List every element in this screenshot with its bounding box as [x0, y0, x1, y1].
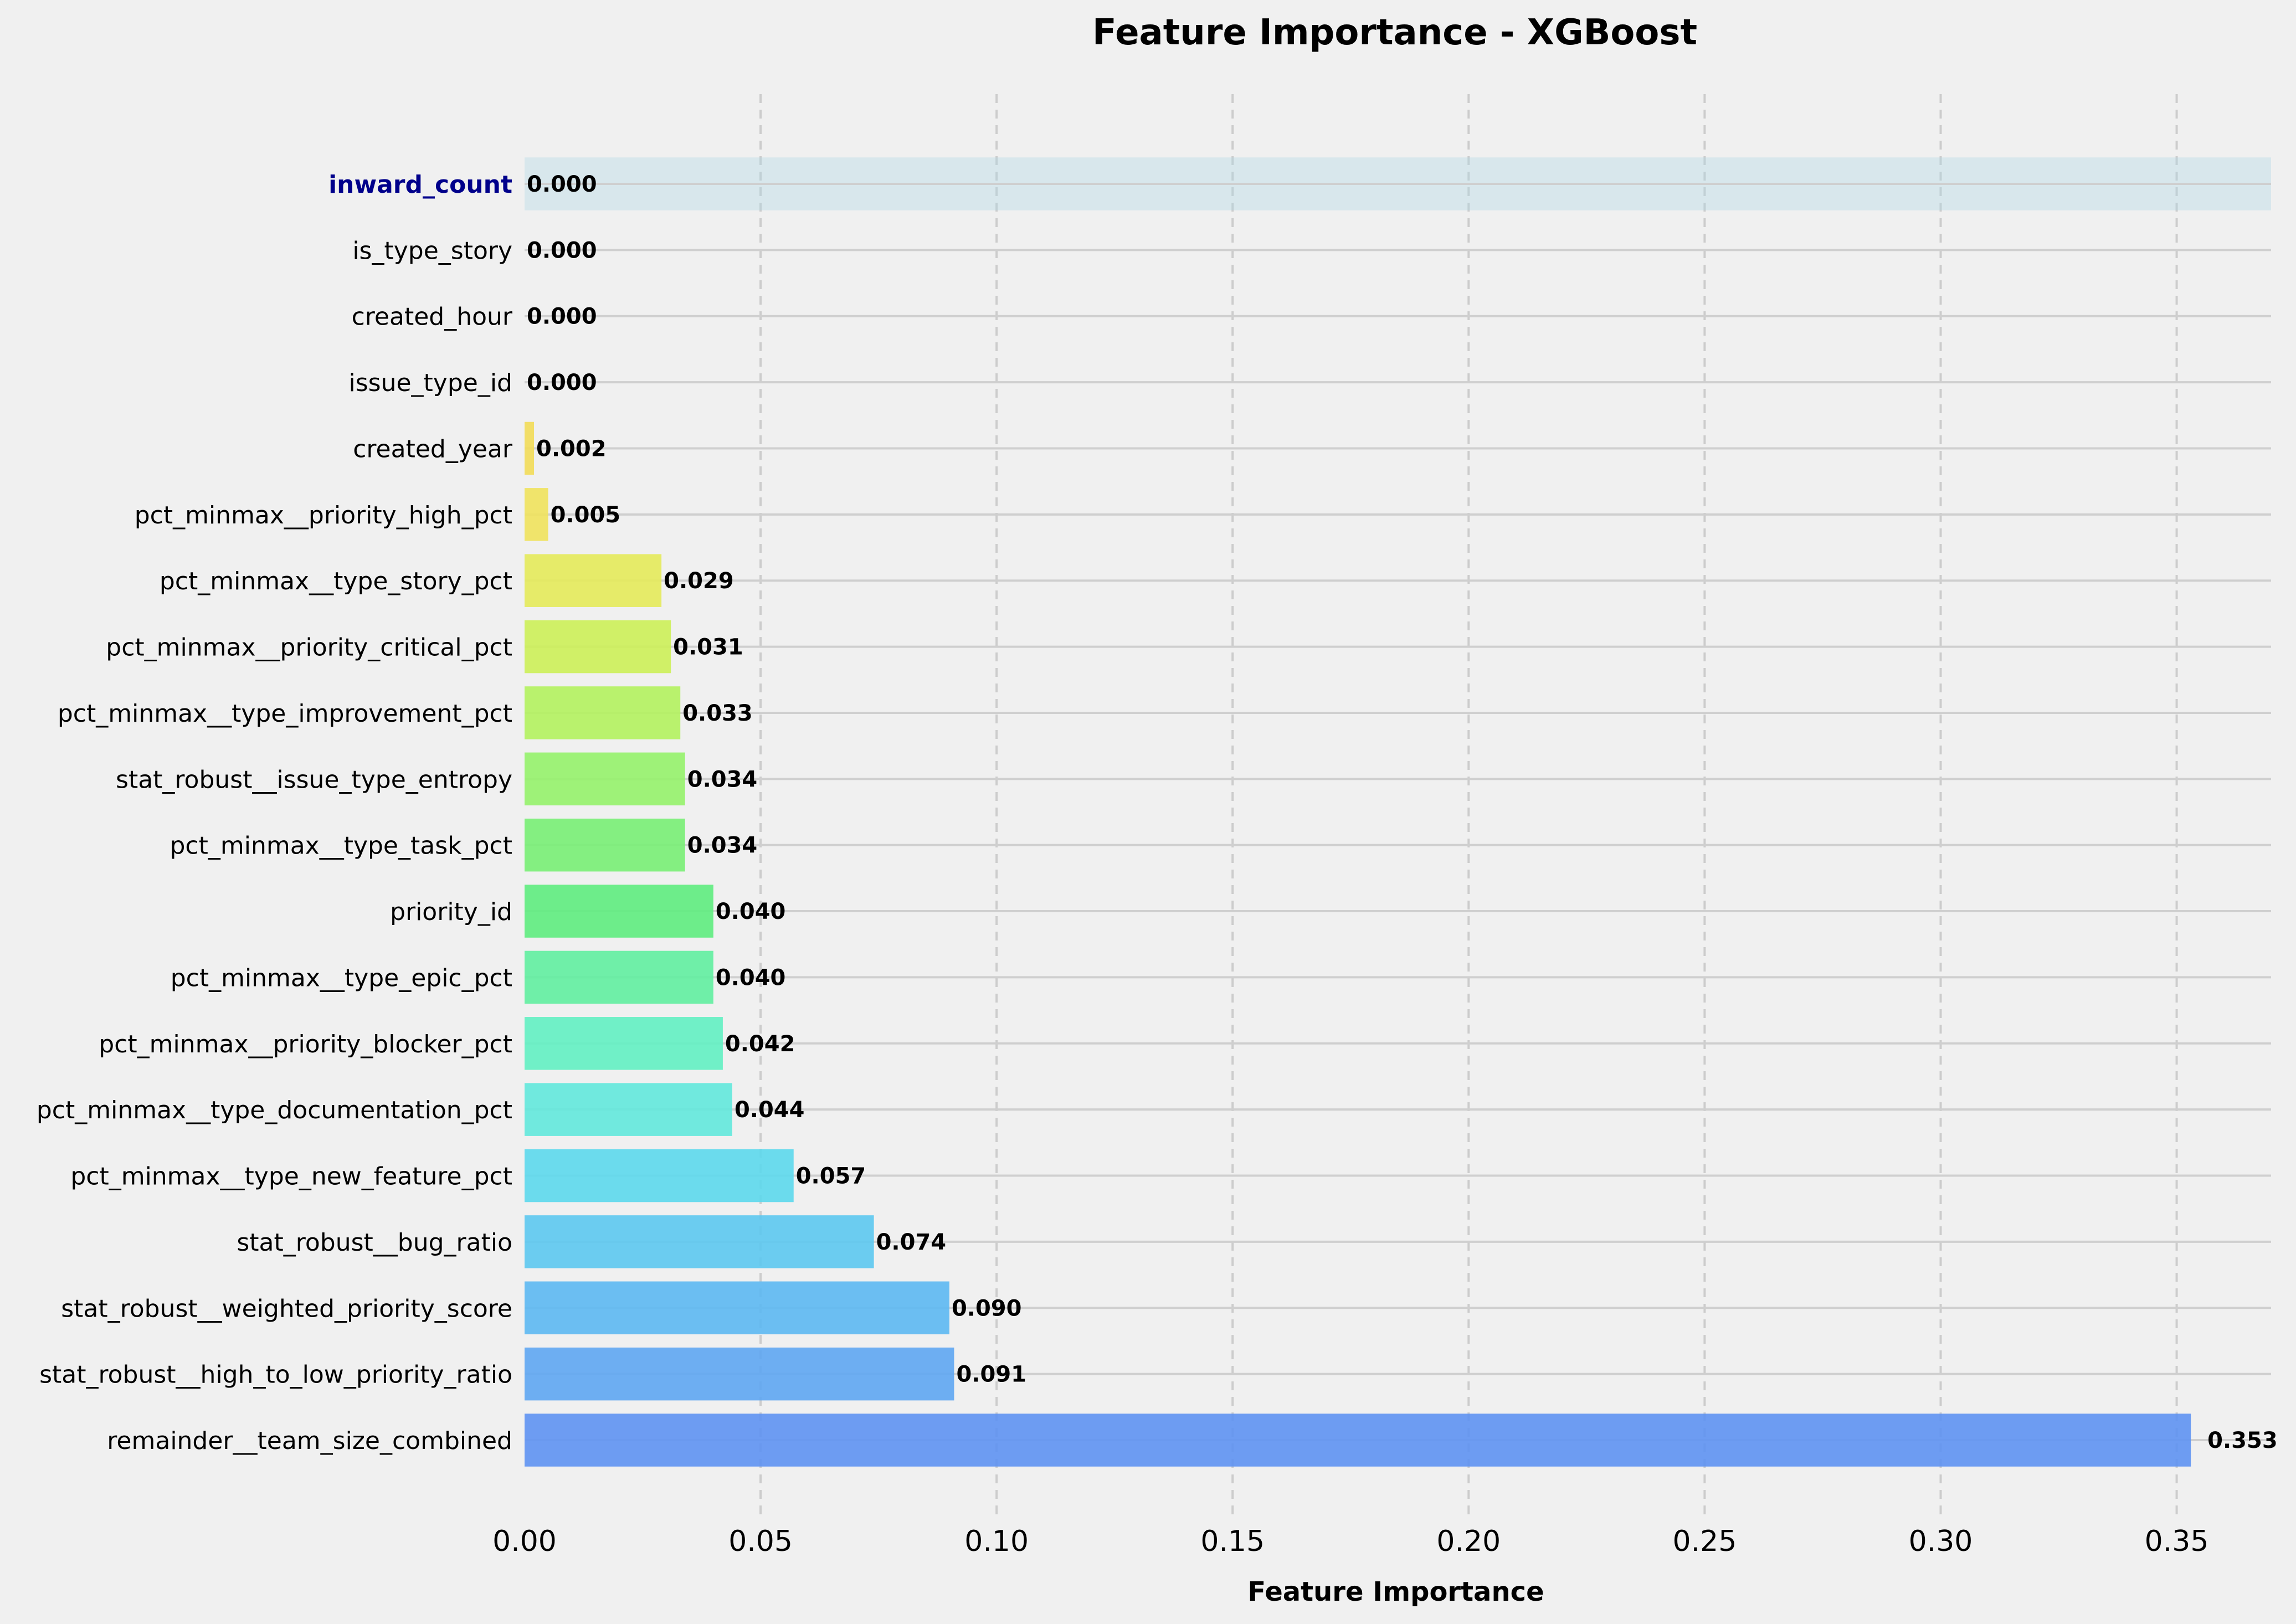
bars: [525, 422, 2191, 1467]
y-tick-label: pct_minmax__type_improvement_pct: [58, 700, 512, 728]
value-label: 0.074: [876, 1230, 947, 1255]
y-tick-label: pct_minmax__type_story_pct: [160, 567, 512, 595]
chart-title: Feature Importance - XGBoost: [1092, 12, 1697, 53]
bar-priority_id: [525, 885, 713, 938]
y-tick-label: priority_id: [390, 898, 512, 926]
value-label: 0.000: [527, 370, 597, 395]
value-label: 0.057: [796, 1164, 866, 1189]
value-label: 0.040: [716, 965, 786, 990]
bar-pct_minmax__type_documentation_pct: [525, 1083, 732, 1136]
value-label: 0.091: [956, 1362, 1026, 1387]
y-tick-label: remainder__team_size_combined: [107, 1427, 512, 1455]
y-tick-label: created_year: [353, 435, 513, 463]
value-label: 0.000: [527, 304, 597, 330]
y-tick-label: created_hour: [352, 303, 513, 331]
value-label: 0.029: [664, 568, 734, 594]
bar-pct_minmax__type_epic_pct: [525, 950, 713, 1004]
bar-pct_minmax__priority_high_pct: [525, 488, 548, 541]
value-label: 0.005: [551, 502, 621, 528]
x-tick-label: 0.15: [1200, 1525, 1265, 1558]
bar-created_year: [525, 422, 535, 475]
y-tick-label: inward_count: [328, 171, 512, 199]
value-label: 0.002: [536, 436, 607, 461]
bar-pct_minmax__type_new_feature_pct: [525, 1149, 794, 1202]
x-tick-label: 0.30: [1909, 1525, 1973, 1558]
x-tick-labels: 0.00 0.05 0.10 0.15 0.20 0.25 0.30 0.35: [492, 1525, 2208, 1558]
value-label: 0.353: [2207, 1428, 2278, 1453]
bar-stat_robust__weighted_priority_score: [525, 1281, 949, 1335]
bar-pct_minmax__type_improvement_pct: [525, 686, 681, 739]
bar-pct_minmax__priority_critical_pct: [525, 620, 671, 674]
bar-remainder__team_size_combined: [525, 1414, 2191, 1467]
bar-pct_minmax__priority_blocker_pct: [525, 1017, 723, 1070]
value-label: 0.033: [682, 701, 753, 726]
value-label: 0.040: [716, 899, 786, 924]
value-label: 0.000: [527, 172, 597, 197]
x-tick-label: 0.35: [2145, 1525, 2209, 1558]
y-tick-label: issue_type_id: [349, 369, 512, 397]
y-tick-label: stat_robust__high_to_low_priority_ratio: [39, 1361, 512, 1389]
x-axis-label: Feature Importance: [1247, 1576, 1544, 1607]
y-tick-label: pct_minmax__type_new_feature_pct: [70, 1163, 512, 1191]
bar-stat_robust__bug_ratio: [525, 1215, 874, 1268]
y-tick-label: is_type_story: [352, 237, 512, 265]
value-label: 0.044: [734, 1097, 805, 1123]
y-tick-label: pct_minmax__priority_blocker_pct: [99, 1030, 512, 1058]
y-tick-label: pct_minmax__type_epic_pct: [171, 964, 512, 992]
x-tick-label: 0.25: [1673, 1525, 1737, 1558]
category-lines: [525, 157, 2271, 1441]
y-tick-label: stat_robust__issue_type_entropy: [116, 765, 512, 794]
y-tick-label: pct_minmax__priority_high_pct: [135, 501, 512, 530]
y-tick-label: pct_minmax__type_documentation_pct: [37, 1096, 512, 1124]
y-tick-label: stat_robust__bug_ratio: [237, 1229, 512, 1257]
y-tick-label: stat_robust__weighted_priority_score: [61, 1294, 512, 1323]
x-tick-label: 0.00: [492, 1525, 557, 1558]
value-label: 0.000: [527, 238, 597, 263]
value-label: 0.034: [687, 767, 758, 792]
value-label: 0.042: [725, 1031, 795, 1057]
bar-pct_minmax__type_story_pct: [525, 554, 662, 607]
y-tick-label: pct_minmax__priority_critical_pct: [106, 634, 512, 662]
grid-lines: [759, 94, 2178, 1518]
y-tick-label: pct_minmax__type_task_pct: [170, 832, 513, 860]
x-tick-label: 0.10: [964, 1525, 1029, 1558]
bar-stat_robust__issue_type_entropy: [525, 752, 685, 806]
value-label: 0.090: [952, 1296, 1022, 1321]
value-labels: 0.000 0.000 0.000 0.000 0.002 0.005 0.029 0.031…: [527, 172, 2278, 1453]
value-label: 0.031: [673, 635, 743, 660]
bar-stat_robust__high_to_low_priority_ratio: [525, 1347, 954, 1401]
value-label: 0.034: [687, 833, 758, 859]
y-tick-labels: inward_count is_type_story created_houriss…: [37, 171, 513, 1455]
x-tick-label: 0.05: [728, 1525, 793, 1558]
x-tick-label: 0.20: [1436, 1525, 1501, 1558]
bar-pct_minmax__type_task_pct: [525, 818, 685, 872]
